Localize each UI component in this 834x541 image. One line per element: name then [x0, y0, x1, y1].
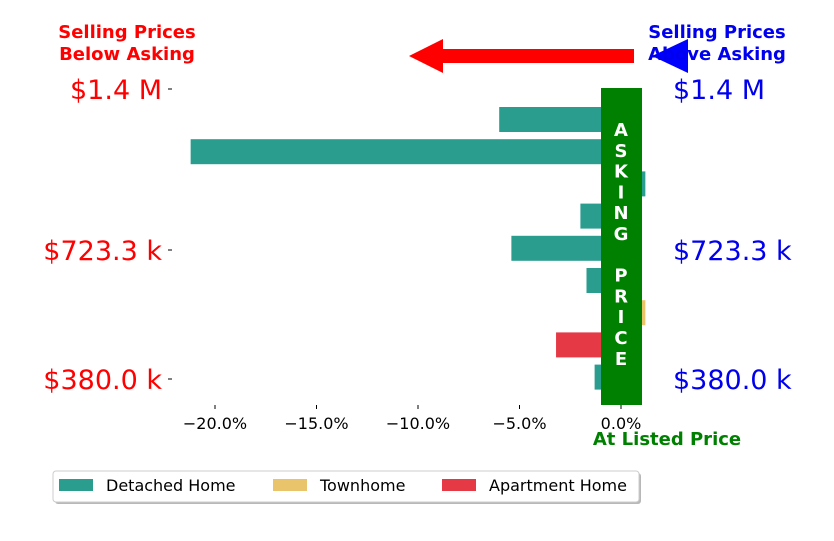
banner-letter: G: [614, 224, 629, 245]
x-tick-label: −20.0%: [183, 414, 247, 433]
banner-letter: K: [614, 162, 629, 183]
legend-swatch: [442, 479, 476, 491]
banner-letter: E: [615, 349, 627, 370]
x-tick-label: −10.0%: [386, 414, 450, 433]
price-label-left-bottom: $380.0 k: [43, 365, 162, 396]
banner-letter: I: [618, 307, 625, 328]
price-label-left-mid: $723.3 k: [43, 236, 162, 267]
price-label-right-top: $1.4 M: [673, 75, 765, 106]
banner-letter: C: [614, 328, 627, 349]
banner-letter: S: [615, 141, 628, 162]
header-below-line1: Selling Prices: [58, 22, 195, 43]
price-label-right-bottom: $380.0 k: [673, 365, 792, 396]
header-below-line2: Below Asking: [59, 44, 195, 65]
x-tick-label: −5.0%: [492, 414, 546, 433]
header-above-line1: Selling Prices: [648, 22, 785, 43]
blue-arrow-icon: [652, 39, 688, 73]
legend-swatch: [273, 479, 307, 491]
banner-letter: N: [613, 203, 628, 224]
legend-label: Apartment Home: [489, 476, 627, 495]
red-arrow-icon: [409, 39, 634, 73]
price-label-left-top: $1.4 M: [70, 75, 162, 106]
legend-swatch: [59, 479, 93, 491]
bar-detached-home: [499, 107, 621, 132]
bars-group: [190, 107, 646, 390]
legend: Detached Home Townhome Apartment Home: [52, 470, 641, 504]
banner-letter: I: [618, 182, 625, 203]
bar-detached-home: [190, 139, 621, 165]
asking-price-banner: [601, 88, 642, 405]
legend-label: Townhome: [319, 476, 405, 495]
x-tick-label: 0.0%: [601, 414, 642, 433]
legend-label: Detached Home: [106, 476, 236, 495]
x-tick-label: −15.0%: [284, 414, 348, 433]
banner-letter: A: [614, 120, 628, 141]
at-listed-price-label: At Listed Price: [593, 429, 741, 450]
banner-letter: R: [614, 286, 628, 307]
x-axis: −20.0% −15.0% −10.0% −5.0% 0.0%: [183, 405, 641, 433]
price-label-right-mid: $723.3 k: [673, 236, 792, 267]
banner-letter: P: [614, 266, 627, 287]
header-above-line2: Above Asking: [648, 44, 786, 65]
